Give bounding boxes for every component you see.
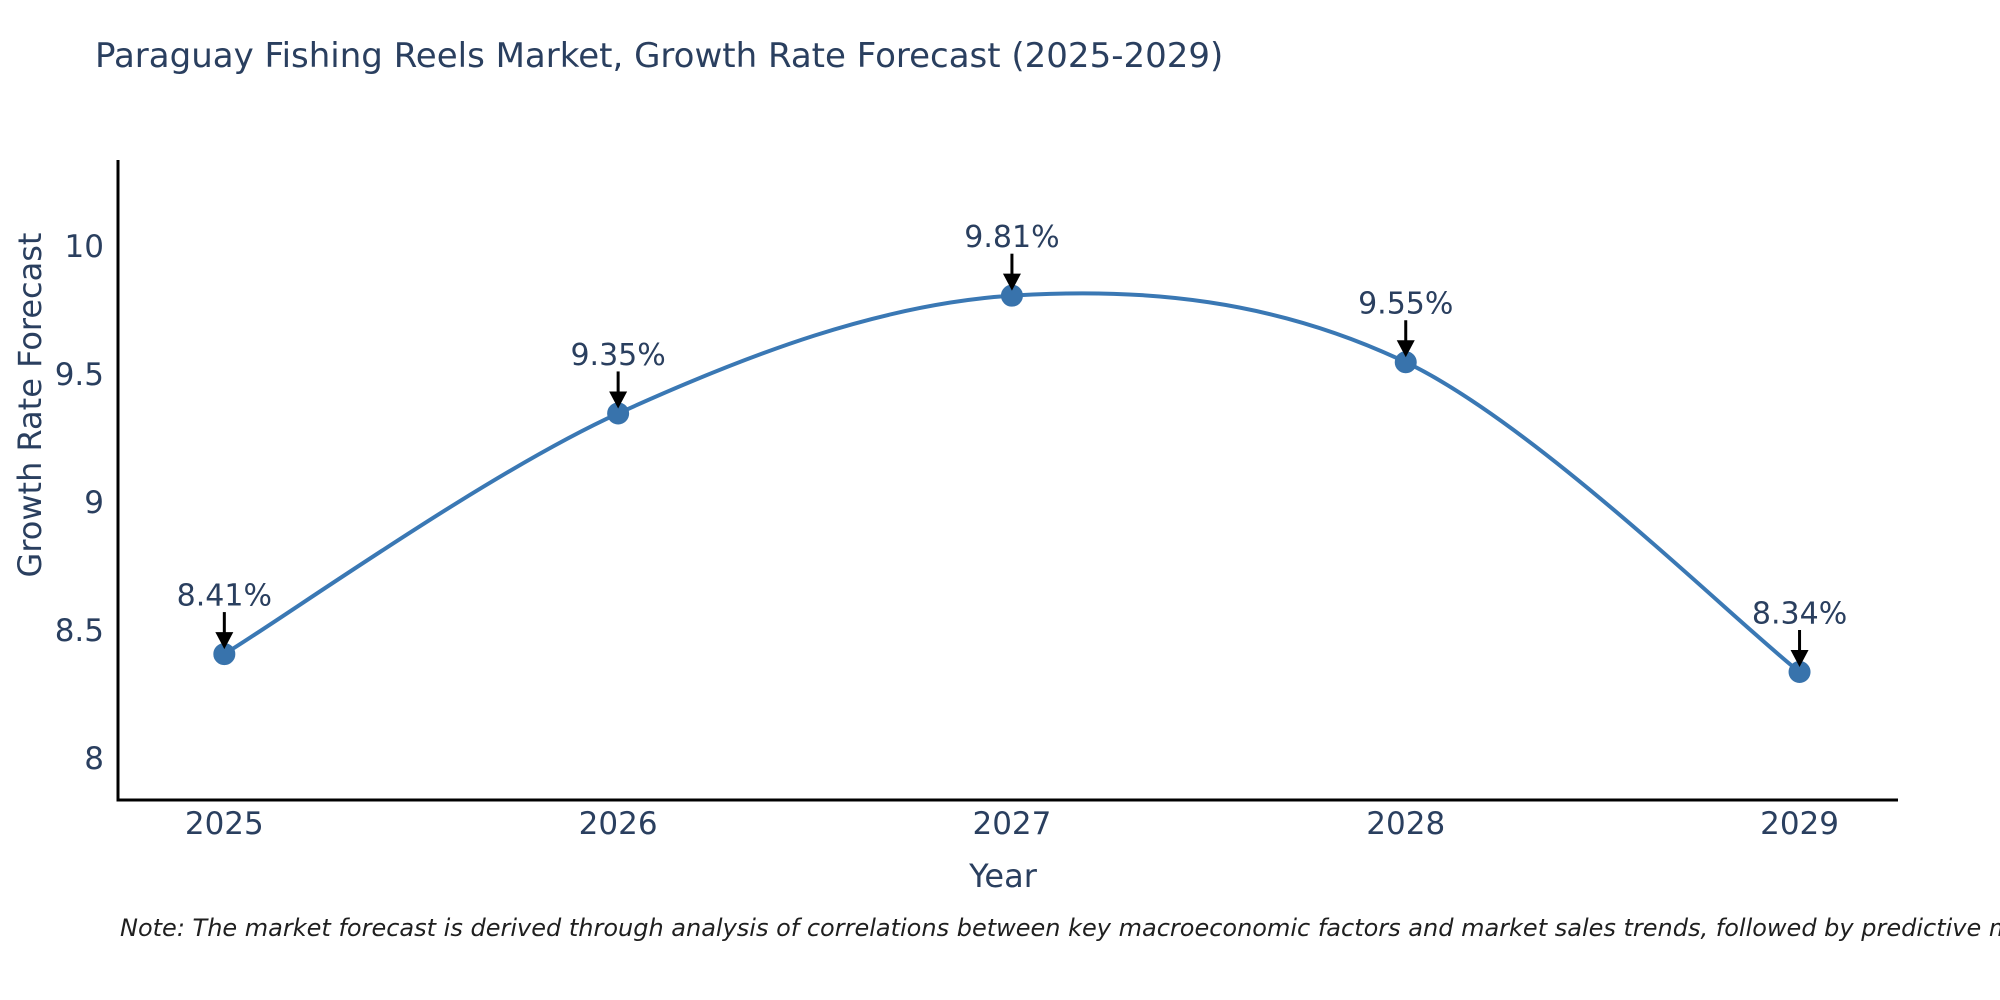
y-tick-label: 9 bbox=[84, 485, 104, 521]
footnote: Note: The market forecast is derived thr… bbox=[120, 914, 2000, 942]
y-tick-label: 9.5 bbox=[55, 357, 104, 393]
data-points bbox=[213, 284, 1811, 683]
annotation-arrowhead-icon bbox=[1790, 650, 1809, 667]
point-value-label: 9.35% bbox=[570, 338, 665, 373]
annotation-arrowhead-icon bbox=[215, 632, 234, 650]
y-tick-label: 8 bbox=[84, 741, 104, 777]
point-value-label: 8.34% bbox=[1752, 597, 1847, 632]
chart-title: Paraguay Fishing Reels Market, Growth Ra… bbox=[95, 36, 1224, 76]
axes bbox=[116, 160, 1898, 802]
x-tick-label: 2029 bbox=[1760, 806, 1839, 842]
x-axis-title: Year bbox=[968, 857, 1038, 895]
point-value-label: 9.55% bbox=[1358, 287, 1453, 322]
x-tick-label: 2028 bbox=[1366, 806, 1445, 842]
annotation-arrowhead-icon bbox=[609, 391, 628, 409]
x-axis-ticks: 2025 2026 2027 2028 2029 bbox=[185, 806, 1839, 842]
point-value-label: 8.41% bbox=[177, 579, 272, 614]
y-tick-label: 10 bbox=[65, 229, 104, 265]
x-tick-label: 2025 bbox=[185, 806, 264, 842]
point-value-label: 9.81% bbox=[964, 220, 1059, 255]
y-axis-title: Growth Rate Forecast bbox=[11, 233, 49, 578]
x-tick-label: 2026 bbox=[579, 806, 658, 842]
annotation-arrowhead-icon bbox=[1396, 340, 1415, 358]
x-tick-label: 2027 bbox=[972, 806, 1051, 842]
y-tick-label: 8.5 bbox=[55, 613, 104, 649]
series-line bbox=[223, 291, 1801, 674]
y-axis-ticks: 8 8.5 9 9.5 10 bbox=[55, 229, 104, 777]
point-annotations: 8.41% 9.35% 9.81% 9.55% 8.34% bbox=[177, 220, 1847, 667]
annotation-arrowhead-icon bbox=[1002, 273, 1021, 291]
